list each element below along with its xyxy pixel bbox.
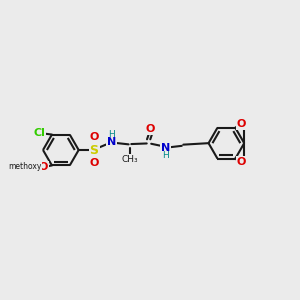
Text: CH₃: CH₃ <box>122 155 138 164</box>
Text: N: N <box>161 143 170 153</box>
Text: O: O <box>89 158 99 168</box>
Text: H: H <box>108 130 115 139</box>
Text: H: H <box>162 151 169 160</box>
Text: O: O <box>237 119 246 129</box>
Text: Cl: Cl <box>34 128 45 138</box>
Text: S: S <box>90 143 99 157</box>
Text: O: O <box>39 162 48 172</box>
Text: O: O <box>146 124 155 134</box>
Text: N: N <box>107 137 116 147</box>
Text: O: O <box>237 157 246 167</box>
Text: methoxy: methoxy <box>8 162 42 171</box>
Text: O: O <box>89 132 99 142</box>
